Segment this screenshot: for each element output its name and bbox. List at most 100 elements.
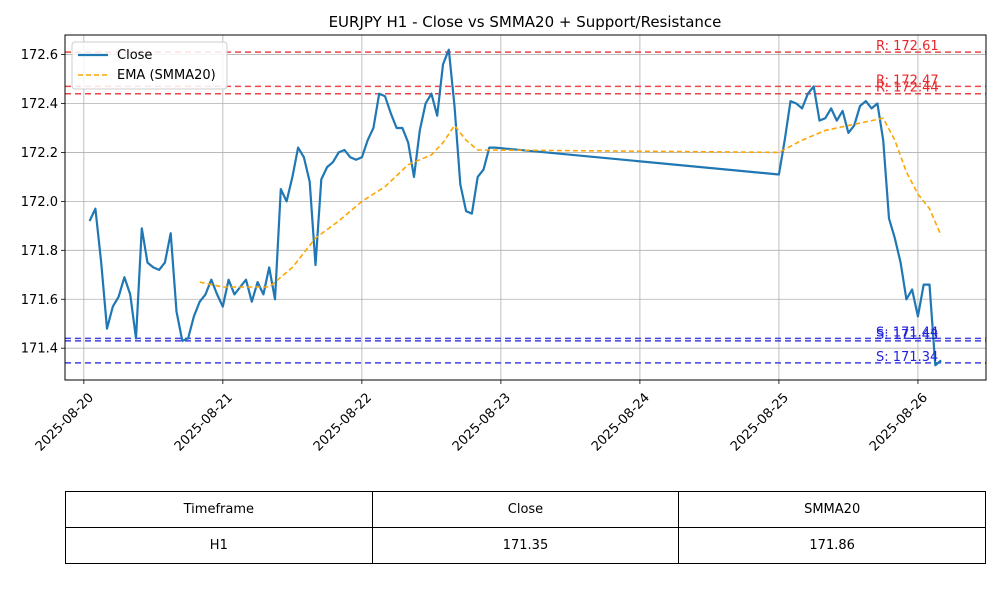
close-point bbox=[877, 103, 878, 104]
close-point bbox=[442, 64, 443, 65]
close-point bbox=[176, 311, 177, 312]
close-point bbox=[344, 149, 345, 150]
legend-smma-label: EMA (SMMA20) bbox=[117, 68, 216, 83]
smma-point bbox=[384, 186, 385, 187]
close-point bbox=[888, 218, 889, 219]
support-label: S: 171.44 bbox=[876, 325, 938, 340]
smma-point bbox=[338, 220, 339, 221]
axes: 2025-08-20 2025-08-21 2025-08-22 2025-08-23… bbox=[21, 48, 931, 454]
close-point bbox=[448, 49, 449, 50]
y-tick-label: 172.4 bbox=[21, 97, 58, 112]
close-point bbox=[483, 169, 484, 170]
smma-point bbox=[269, 286, 270, 287]
close-point bbox=[425, 103, 426, 104]
x-tick-label: 2025-08-25 bbox=[728, 390, 792, 454]
smma-point bbox=[778, 152, 779, 153]
close-point bbox=[187, 338, 188, 339]
close-point bbox=[390, 113, 391, 114]
close-point bbox=[228, 279, 229, 280]
close-point bbox=[784, 140, 785, 141]
close-point bbox=[384, 96, 385, 97]
x-tick-label: 2025-08-24 bbox=[589, 390, 653, 454]
close-point bbox=[153, 267, 154, 268]
close-point bbox=[819, 120, 820, 121]
smma-point bbox=[454, 125, 455, 126]
smma-point bbox=[431, 154, 432, 155]
close-point bbox=[807, 93, 808, 94]
close-point bbox=[141, 228, 142, 229]
smma-point bbox=[894, 140, 895, 141]
close-point bbox=[101, 262, 102, 263]
smma-point bbox=[494, 149, 495, 150]
close-point bbox=[112, 306, 113, 307]
resistance-label: R: 172.61 bbox=[876, 39, 939, 54]
close-point bbox=[854, 125, 855, 126]
close-point bbox=[327, 167, 328, 168]
support-label: S: 171.43 bbox=[876, 328, 938, 343]
y-tick-label: 172.6 bbox=[21, 48, 58, 63]
smma-point bbox=[361, 201, 362, 202]
support-label: S: 171.34 bbox=[876, 350, 938, 365]
smma-point bbox=[222, 286, 223, 287]
close-point bbox=[929, 284, 930, 285]
close-point bbox=[222, 306, 223, 307]
close-point bbox=[355, 159, 356, 160]
close-point bbox=[437, 115, 438, 116]
smma-point bbox=[941, 235, 942, 236]
legend-box bbox=[71, 41, 228, 90]
close-point bbox=[135, 338, 136, 339]
series bbox=[88, 48, 942, 367]
close-point bbox=[89, 220, 90, 221]
close-point bbox=[216, 294, 217, 295]
close-point bbox=[321, 179, 322, 180]
close-point bbox=[842, 110, 843, 111]
close-point bbox=[303, 157, 304, 158]
close-point bbox=[106, 328, 107, 329]
close-point bbox=[292, 176, 293, 177]
close-point bbox=[894, 237, 895, 238]
smma-point bbox=[801, 140, 802, 141]
close-point bbox=[379, 93, 380, 94]
close-point bbox=[251, 301, 252, 302]
close-point bbox=[193, 316, 194, 317]
close-point bbox=[494, 147, 495, 148]
close-point bbox=[935, 365, 936, 366]
close-point bbox=[367, 140, 368, 141]
close-point bbox=[315, 264, 316, 265]
table-header-cell: Timeframe bbox=[65, 491, 373, 528]
chart-title: EURJPY H1 - Close vs SMMA20 + Support/Re… bbox=[329, 13, 722, 31]
close-point bbox=[813, 86, 814, 87]
close-point bbox=[790, 100, 791, 101]
x-tick-label: 2025-08-20 bbox=[33, 390, 97, 454]
table-header-row: Timeframe Close SMMA20 bbox=[65, 491, 986, 528]
smma-point bbox=[477, 149, 478, 150]
close-point bbox=[871, 108, 872, 109]
close-point bbox=[95, 208, 96, 209]
smma-point bbox=[292, 267, 293, 268]
close-point bbox=[917, 316, 918, 317]
smma-point bbox=[871, 120, 872, 121]
close-point bbox=[859, 105, 860, 106]
y-tick-label: 172.0 bbox=[21, 195, 58, 210]
close-point bbox=[883, 140, 884, 141]
close-point bbox=[286, 201, 287, 202]
smma-point bbox=[199, 282, 200, 283]
close-point bbox=[269, 267, 270, 268]
x-tick-label: 2025-08-21 bbox=[172, 390, 236, 454]
close-point bbox=[900, 262, 901, 263]
close-point bbox=[460, 184, 461, 185]
table-cell: 171.35 bbox=[371, 527, 680, 564]
close-point bbox=[199, 301, 200, 302]
close-point bbox=[801, 108, 802, 109]
close-point bbox=[848, 132, 849, 133]
close-point bbox=[170, 233, 171, 234]
legend: Close EMA (SMMA20) bbox=[71, 41, 228, 90]
summary-table: Timeframe Close SMMA20 H1 171.35 171.86 bbox=[65, 491, 986, 564]
close-point bbox=[338, 152, 339, 153]
close-point bbox=[234, 294, 235, 295]
close-point bbox=[396, 127, 397, 128]
y-tick-label: 171.4 bbox=[21, 342, 58, 357]
y-tick-label: 172.2 bbox=[21, 146, 58, 161]
level-labels: R: 172.61R: 172.47R: 172.44S: 171.44S: 1… bbox=[876, 39, 939, 365]
